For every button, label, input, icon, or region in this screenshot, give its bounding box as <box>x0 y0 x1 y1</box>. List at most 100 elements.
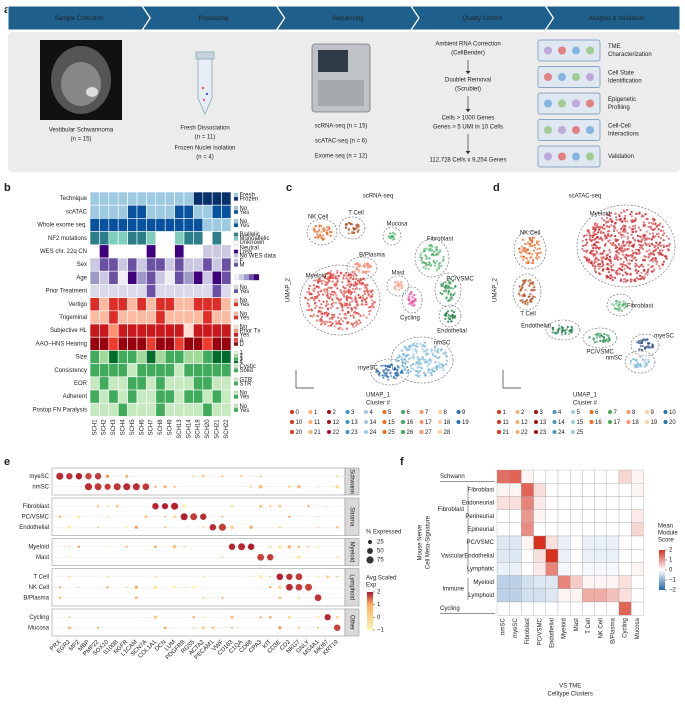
cell-point <box>409 364 412 367</box>
cell-point <box>665 257 668 260</box>
cell-point <box>661 249 664 252</box>
metadata-cell <box>146 402 157 417</box>
metadata-cell <box>193 297 204 312</box>
background-dot <box>230 615 234 619</box>
axis-label: Mouse Nerve <box>418 524 424 560</box>
metadata-cell <box>146 376 157 391</box>
cell-point <box>667 237 670 240</box>
background-dot <box>316 615 320 619</box>
cell-point <box>327 271 330 275</box>
legend-label: 4 <box>558 410 562 416</box>
sample-label: SCH7 <box>149 419 155 436</box>
heatmap-cell <box>496 535 510 550</box>
cell-point <box>446 359 449 362</box>
cell-point <box>320 303 323 306</box>
group-label: Stroma <box>348 507 354 527</box>
background-dot <box>336 575 338 578</box>
cell-point <box>314 225 317 228</box>
cell-type-label: Fibroblast <box>627 304 654 310</box>
cell-point <box>428 261 431 264</box>
cell-point <box>637 339 641 343</box>
cell-point <box>593 223 596 226</box>
metadata-cell <box>183 204 194 219</box>
cell-type-label: NK Cell <box>520 231 540 237</box>
group-label: Schwann <box>348 469 354 494</box>
cell-point <box>356 282 359 285</box>
legend-label: No <box>240 311 248 317</box>
legend-dot <box>534 430 538 434</box>
legend-dot <box>626 420 631 424</box>
cell-point <box>336 269 339 272</box>
cell-point <box>401 349 404 352</box>
cell-point <box>398 288 401 292</box>
legend-dot <box>308 410 313 414</box>
cell-point <box>348 291 351 294</box>
metadata-cell <box>164 204 175 219</box>
cell-point <box>639 363 642 366</box>
cell-point <box>393 238 396 241</box>
column-label: Endothelial <box>549 618 555 648</box>
cell-point <box>388 236 391 239</box>
cell-point <box>524 288 527 291</box>
axis-label: VS TME <box>559 684 581 690</box>
cell-dot <box>205 92 209 96</box>
cell-point <box>647 256 650 259</box>
cell-point <box>319 323 323 326</box>
cell-point <box>355 324 358 327</box>
cluster-outline <box>382 226 402 246</box>
heatmap-cell <box>631 588 644 603</box>
cell-point <box>632 257 635 260</box>
cell-point <box>640 271 643 274</box>
cell-point <box>633 227 637 230</box>
cell-point <box>613 227 616 230</box>
cell-point <box>368 294 371 297</box>
cell-point <box>615 249 619 253</box>
metadata-cell <box>164 323 175 338</box>
legend-dot <box>626 410 631 414</box>
heatmap-cell <box>606 522 620 537</box>
legend-dot <box>290 410 294 414</box>
legend-swatch <box>233 302 239 307</box>
row-label: Lymphoid <box>468 593 494 599</box>
heatmap-cell <box>557 535 571 550</box>
cell-point <box>399 282 402 285</box>
legend-label: 50 <box>377 549 384 555</box>
cell-point <box>317 235 321 238</box>
marker-dot <box>132 483 140 491</box>
cell-point <box>603 244 607 247</box>
marker-dot <box>324 614 331 621</box>
legend-dot <box>438 410 442 414</box>
legend-label: F <box>240 259 244 265</box>
cell-point <box>382 376 385 379</box>
group-label: Vascular <box>441 553 464 559</box>
cell-point <box>428 363 431 366</box>
heatmap-cell <box>545 509 559 523</box>
cluster-outline <box>624 350 656 374</box>
cell-point <box>371 293 374 296</box>
legend-swatch <box>233 351 239 355</box>
heatmap-cell <box>545 483 559 497</box>
cell-point <box>398 354 401 357</box>
legend-label: Yes <box>240 210 250 216</box>
axis-label: Celltype Clusters <box>548 692 593 698</box>
background-dot <box>202 526 204 528</box>
metadata-cell <box>146 257 157 272</box>
legend-label: No WES data <box>240 253 277 259</box>
cell-point <box>400 358 403 361</box>
cell-point <box>528 237 531 240</box>
cell-point <box>529 293 532 296</box>
legend-label: 1 <box>240 351 244 357</box>
cell-point <box>634 265 637 268</box>
cell-point <box>607 230 610 233</box>
column-label: myeSC <box>513 618 519 638</box>
cell-point <box>337 327 340 330</box>
cell-point <box>370 299 374 302</box>
legend-label: 25 <box>388 430 395 436</box>
cell-point <box>655 241 658 245</box>
metadata-cell <box>136 376 147 391</box>
metadata-cell <box>136 297 147 312</box>
metadata-cell <box>127 204 138 219</box>
group-strip <box>344 538 360 566</box>
sample-label: SCH4 <box>120 419 126 436</box>
row-label: PC/VSMC <box>22 514 50 520</box>
